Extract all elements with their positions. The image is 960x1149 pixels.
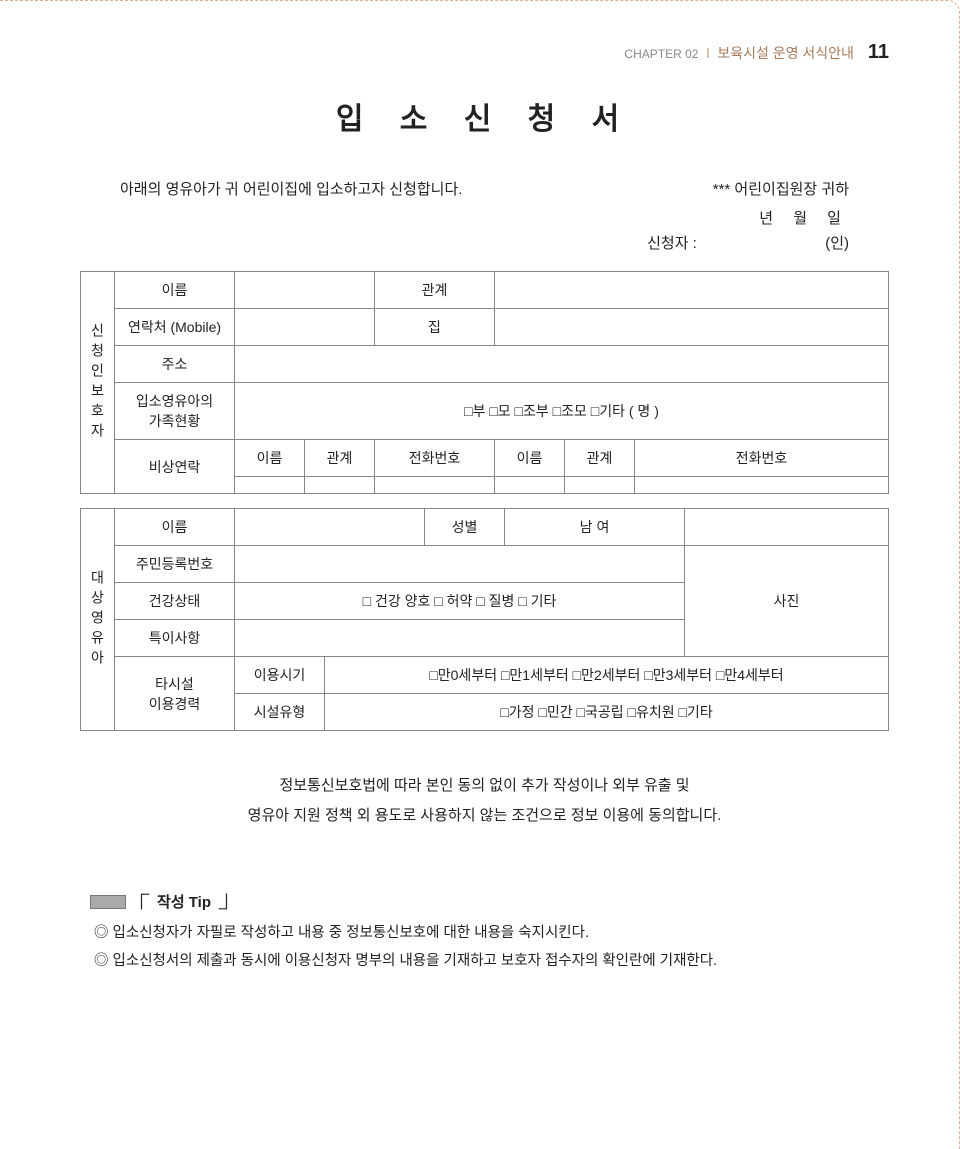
label-name: 이름 <box>115 272 235 309</box>
field-gender[interactable]: 남 여 <box>505 509 685 546</box>
chapter-text: 보육시설 운영 서식안내 <box>717 45 854 61</box>
consent-text: 정보통신보호법에 따라 본인 동의 없이 추가 작성이나 외부 유출 및 영유아… <box>140 771 829 831</box>
tip-block: ⎾ 작성 Tip ⏌ ◎ 입소신청자가 자필로 작성하고 내용 중 정보통신보호… <box>90 891 879 975</box>
em-h-phone: 전화번호 <box>375 440 495 477</box>
applicant-line: 신청자 : (인) <box>120 232 849 253</box>
chapter-code: CHAPTER 02 <box>624 47 698 61</box>
em-h-name: 이름 <box>235 440 305 477</box>
applicant-label: 신청자 : <box>647 235 697 252</box>
em-rel1[interactable] <box>305 477 375 494</box>
intro-left: 아래의 영유아가 귀 어린이집에 입소하고자 신청합니다. <box>120 178 462 199</box>
tip-item-2: ◎ 입소신청서의 제출과 동시에 이용신청자 명부의 내용을 기재하고 보호자 … <box>94 948 879 976</box>
chapter-header: CHAPTER 02 l 보육시설 운영 서식안내 11 <box>80 41 889 64</box>
label-gender: 성별 <box>425 509 505 546</box>
em-h-name2: 이름 <box>495 440 565 477</box>
intro-right: *** 어린이집원장 귀하 <box>713 178 849 199</box>
field-name[interactable] <box>235 272 375 309</box>
em-rel2[interactable] <box>565 477 635 494</box>
tip-list: ◎ 입소신청자가 자필로 작성하고 내용 중 정보통신보호에 대한 내용을 숙지… <box>90 920 879 975</box>
em-h-phone2: 전화번호 <box>635 440 889 477</box>
chapter-divider: l <box>702 45 713 61</box>
field-rrn[interactable] <box>235 546 685 583</box>
guardian-heading: 신청인보호자 <box>81 272 115 494</box>
consent-line2: 영유아 지원 정책 외 용도로 사용하지 않는 조건으로 정보 이용에 동의합니… <box>140 801 829 831</box>
label-emergency: 비상연락 <box>115 440 235 494</box>
tip-bracket-left: ⎾ <box>134 891 149 912</box>
em-phone1[interactable] <box>375 477 495 494</box>
health-options[interactable]: □ 건강 양호 □ 허약 □ 질병 □ 기타 <box>235 583 685 620</box>
photo-box: 사진 <box>685 546 889 657</box>
child-table: 대상영유아 이름 성별 남 여 주민등록번호 사진 건강상태 □ 건강 양호 □… <box>80 508 889 731</box>
field-child-name[interactable] <box>235 509 425 546</box>
field-address[interactable] <box>235 346 889 383</box>
applicant-seal: (인) <box>825 235 849 252</box>
em-phone2[interactable] <box>635 477 889 494</box>
page: CHAPTER 02 l 보육시설 운영 서식안내 11 입 소 신 청 서 아… <box>0 0 960 1149</box>
label-family: 입소영유아의 가족현황 <box>115 383 235 440</box>
em-name2[interactable] <box>495 477 565 494</box>
child-heading: 대상영유아 <box>81 509 115 731</box>
field-mobile[interactable] <box>235 309 375 346</box>
family-options[interactable]: □부 □모 □조부 □조모 □기타 ( 명 ) <box>235 383 889 440</box>
field-relation[interactable] <box>495 272 889 309</box>
field-home[interactable] <box>495 309 889 346</box>
form-title: 입 소 신 청 서 <box>80 94 889 138</box>
photo-spacer-top <box>685 509 889 546</box>
guardian-table: 신청인보호자 이름 관계 연락처 (Mobile) 집 주소 입소영유아의 가족… <box>80 271 889 494</box>
label-use-time: 이용시기 <box>235 657 325 694</box>
field-special[interactable] <box>235 620 685 657</box>
use-time-options[interactable]: □만0세부터 □만1세부터 □만2세부터 □만3세부터 □만4세부터 <box>325 657 889 694</box>
em-name1[interactable] <box>235 477 305 494</box>
label-mobile: 연락처 (Mobile) <box>115 309 235 346</box>
em-h-rel: 관계 <box>305 440 375 477</box>
label-history: 타시설 이용경력 <box>115 657 235 731</box>
intro-row: 아래의 영유아가 귀 어린이집에 입소하고자 신청합니다. *** 어린이집원장… <box>120 178 849 199</box>
tip-bracket-right: ⏌ <box>219 891 234 912</box>
date-line: 년 월 일 <box>120 207 849 228</box>
page-number: 11 <box>868 41 889 63</box>
label-address: 주소 <box>115 346 235 383</box>
label-special: 특이사항 <box>115 620 235 657</box>
label-fac-type: 시설유형 <box>235 694 325 731</box>
em-h-rel2: 관계 <box>565 440 635 477</box>
consent-line1: 정보통신보호법에 따라 본인 동의 없이 추가 작성이나 외부 유출 및 <box>140 771 829 801</box>
tip-bar-icon <box>90 895 126 909</box>
tip-title: 작성 Tip <box>157 891 211 912</box>
tip-item-1: ◎ 입소신청자가 자필로 작성하고 내용 중 정보통신보호에 대한 내용을 숙지… <box>94 920 879 948</box>
fac-type-options[interactable]: □가정 □민간 □국공립 □유치원 □기타 <box>325 694 889 731</box>
label-home: 집 <box>375 309 495 346</box>
label-relation: 관계 <box>375 272 495 309</box>
label-child-name: 이름 <box>115 509 235 546</box>
label-rrn: 주민등록번호 <box>115 546 235 583</box>
label-health: 건강상태 <box>115 583 235 620</box>
